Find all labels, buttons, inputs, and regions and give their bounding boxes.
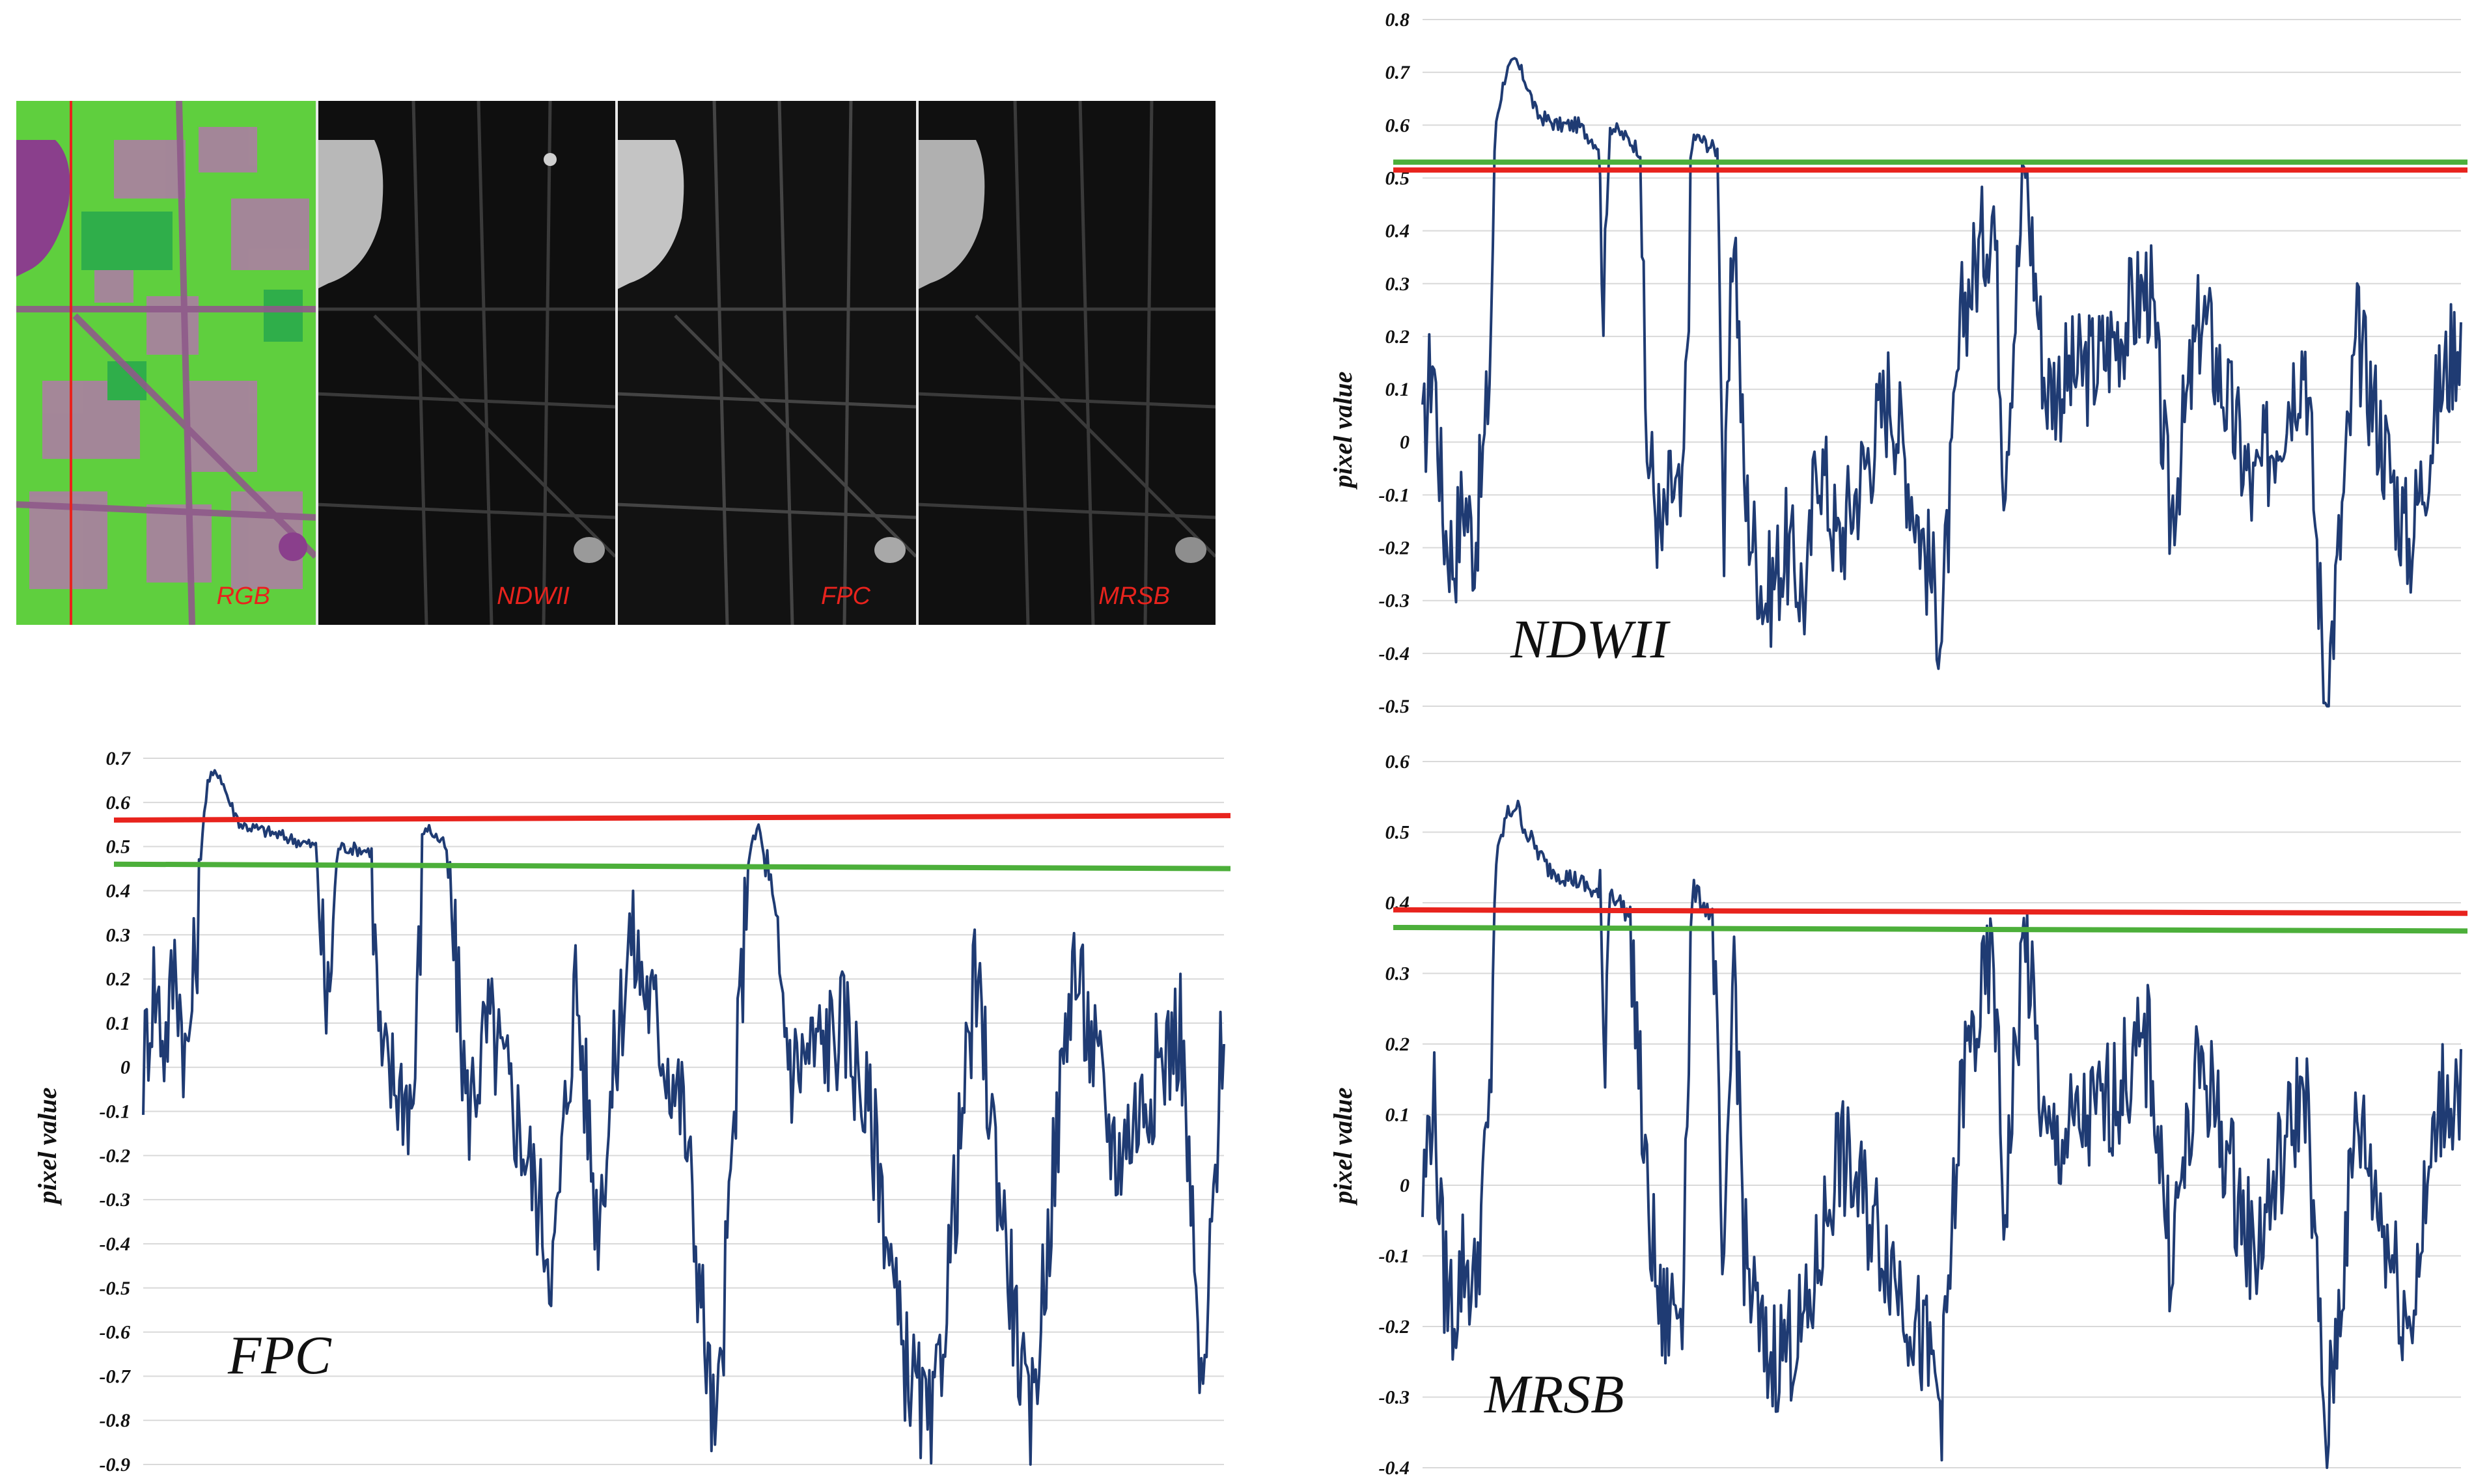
ndwii-image <box>316 101 615 625</box>
panel-label-mrsb: MRSB <box>1098 583 1170 610</box>
y-tick-label: 0.8 <box>1385 9 1410 31</box>
ndwii-panel: NDWII <box>316 101 615 625</box>
y-axis-title: pixel value <box>1328 372 1357 490</box>
y-tick-label: -0.3 <box>1379 1387 1410 1408</box>
chart-mrsb: 0.6 0.5 0.4 0.3 0.2 0.1 0 -0.1 -0.2 -0.3 -0.4 pixel… <box>1315 742 2474 1484</box>
y-tick-label: -0.4 <box>1379 1457 1410 1479</box>
y-axis-title: pixel value <box>33 1088 62 1206</box>
y-tick-label: 0.6 <box>1385 751 1410 773</box>
threshold-line <box>1393 924 2468 934</box>
panel-divider <box>615 101 618 625</box>
y-tick-label: -0.8 <box>100 1410 131 1431</box>
y-tick-label: 0 <box>120 1057 130 1079</box>
y-tick-label: 0.5 <box>106 836 131 858</box>
fpc-panel: FPC <box>617 101 916 625</box>
series-line <box>1421 799 2462 1469</box>
y-tick-label: 0.1 <box>106 1013 131 1034</box>
y-tick-label: -0.1 <box>1379 1246 1410 1267</box>
panel-divider <box>316 101 318 625</box>
y-tick-label: -0.5 <box>1379 696 1410 717</box>
series-line <box>1421 57 2462 708</box>
y-tick-label: 0.5 <box>1385 822 1410 844</box>
y-tick-label: -0.7 <box>100 1366 131 1387</box>
y-tick-label: -0.4 <box>1379 643 1410 665</box>
panel-label-rgb: RGB <box>216 583 270 610</box>
mrsb-panel: MRSB <box>917 101 1216 625</box>
threshold-line <box>1393 907 2468 916</box>
y-axis-title: pixel value <box>1328 1088 1357 1206</box>
y-tick-label: 0 <box>1400 1175 1410 1196</box>
y-tick-label: -0.3 <box>1379 590 1410 612</box>
image-strip: RGB NDWII FPC <box>16 101 1216 625</box>
chart-fpc-svg: 0.7 0.6 0.5 0.4 0.3 0.2 0.1 0 -0.1 -0.2 -0.3 -0.4 -0… <box>33 748 1231 1476</box>
y-tick-label: -0.6 <box>100 1322 131 1343</box>
y-tick-label: 0.4 <box>106 880 131 901</box>
chart-title: NDWII <box>1510 609 1671 670</box>
rgb-image <box>16 101 316 625</box>
fpc-image <box>617 101 916 625</box>
chart-mrsb-svg: 0.60.50.40.30.20.10-0.1-0.2-0.3-0.4pixel… <box>1328 751 2468 1479</box>
y-tick-label: -0.1 <box>1379 484 1410 506</box>
mrsb-image <box>917 101 1216 625</box>
y-tick-label: 0.6 <box>1385 115 1410 136</box>
y-tick-label: -0.2 <box>1379 538 1410 559</box>
y-tick-label: 0.3 <box>1385 963 1410 985</box>
y-tick-label: -0.2 <box>100 1145 131 1166</box>
panel-label-ndwii: NDWII <box>497 583 570 610</box>
chart-fpc: 0.7 0.6 0.5 0.4 0.3 0.2 0.1 0 -0.1 -0.2 -0.3 -0.4 -0… <box>13 742 1237 1484</box>
panel-divider <box>916 101 919 625</box>
y-tick-label: -0.3 <box>100 1189 131 1211</box>
y-tick-label: 0.7 <box>106 748 132 769</box>
y-tick-label: -0.9 <box>100 1454 131 1476</box>
y-tick-label: 0.2 <box>1385 1034 1410 1055</box>
y-tick-label: 0 <box>1400 432 1410 453</box>
y-tick-label: 0.7 <box>1385 62 1411 83</box>
y-tick-label: 0.4 <box>1385 221 1410 242</box>
series-line <box>142 769 1225 1466</box>
chart-ndwii: 0.8 0.7 0.6 0.5 0.4 0.3 0.2 0.1 0 -0.1 -0.2 -0.3 -0.… <box>1315 0 2474 722</box>
y-tick-label: -0.1 <box>100 1101 131 1123</box>
y-tick-label: 0.3 <box>1385 273 1410 295</box>
chart-title: MRSB <box>1484 1364 1624 1425</box>
y-tick-label: -0.2 <box>1379 1316 1410 1338</box>
chart-ndwii-svg: 0.80.70.60.50.40.30.20.10-0.1-0.2-0.3-0.… <box>1328 9 2467 717</box>
y-tick-label: -0.4 <box>100 1233 131 1255</box>
chart-title: FPC <box>227 1325 332 1386</box>
y-tick-label: 0.3 <box>106 924 131 946</box>
threshold-line <box>113 813 1231 823</box>
y-tick-label: 0.2 <box>1385 326 1410 348</box>
rgb-panel: RGB <box>16 101 316 625</box>
y-tick-label: -0.5 <box>100 1278 131 1299</box>
panel-label-fpc: FPC <box>821 583 870 610</box>
y-tick-label: 0.1 <box>1385 379 1410 400</box>
y-tick-label: 0.6 <box>106 792 131 814</box>
y-tick-label: 0.1 <box>1385 1105 1410 1126</box>
y-tick-label: 0.2 <box>106 969 131 990</box>
threshold-line <box>113 861 1231 872</box>
